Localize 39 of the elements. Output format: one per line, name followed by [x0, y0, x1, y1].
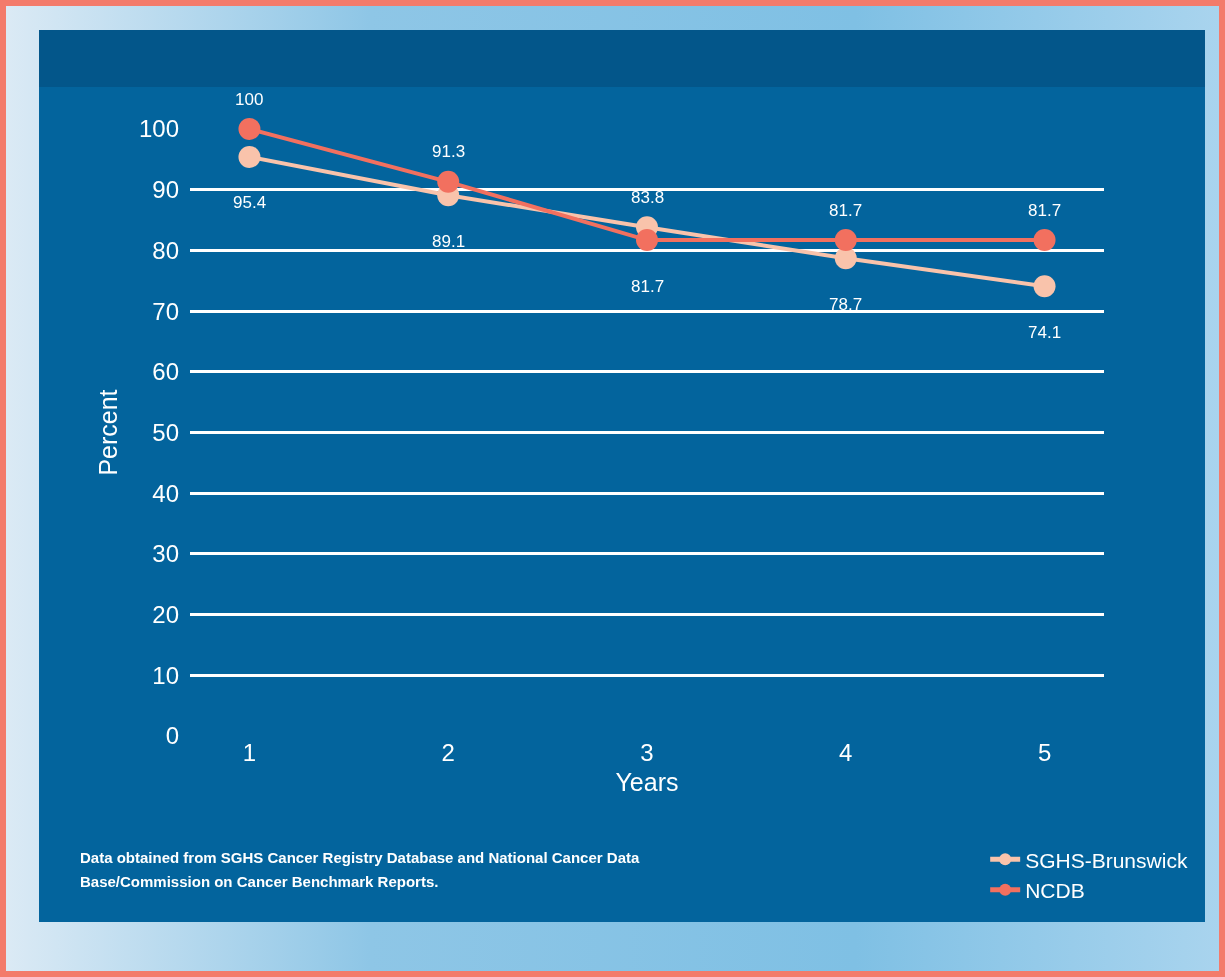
point — [636, 229, 658, 252]
data-label: 81.7 — [829, 201, 863, 220]
text: Data obtained from SGHS Cancer Registry Database and National Cancer Data Base/Commission on Cancer Benchmark Reports. — [80, 848, 641, 892]
y-tick-label: 40 — [152, 479, 179, 507]
data-label: 81.7 — [631, 277, 665, 296]
point — [238, 145, 261, 168]
data-label: 91.3 — [432, 142, 466, 161]
point — [834, 229, 857, 252]
y-tick-label: 30 — [152, 540, 179, 568]
y-tick-label: 100 — [138, 115, 179, 143]
point — [834, 247, 857, 270]
y-tick-label: 0 — [165, 722, 179, 750]
x-tick-label: 5 — [1037, 739, 1052, 766]
data-label: 78.7 — [829, 295, 863, 314]
legend-label: SGHS-Brunswick — [1025, 848, 1188, 872]
data-label: 95.4 — [233, 193, 267, 212]
point — [1033, 229, 1056, 252]
data-label: 83.8 — [631, 188, 665, 207]
y-tick-label: 80 — [152, 236, 179, 264]
point — [1033, 275, 1056, 298]
data-label: 74.1 — [1028, 323, 1062, 342]
y-tick-label: 90 — [152, 176, 179, 204]
y-tick-label: 20 — [152, 601, 179, 628]
x-tick-label: 3 — [640, 739, 654, 766]
legend-label: NCDB — [1025, 878, 1085, 902]
y-axis-title: Percent — [93, 389, 122, 476]
point — [437, 170, 460, 193]
x-tick-label: 4 — [839, 739, 853, 766]
data-label: 89.1 — [432, 232, 466, 251]
y-tick-label: 70 — [152, 297, 179, 325]
y-tick-label: 50 — [152, 418, 179, 446]
y-tick-label: 60 — [152, 358, 179, 386]
data-label: 100 — [235, 90, 264, 109]
point — [238, 118, 261, 140]
data-label: 81.7 — [1028, 201, 1062, 220]
x-tick-label: 2 — [441, 739, 455, 766]
x-tick-label: 1 — [242, 739, 257, 766]
x-axis-title: Years — [615, 768, 679, 796]
y-tick-label: 10 — [152, 661, 179, 689]
